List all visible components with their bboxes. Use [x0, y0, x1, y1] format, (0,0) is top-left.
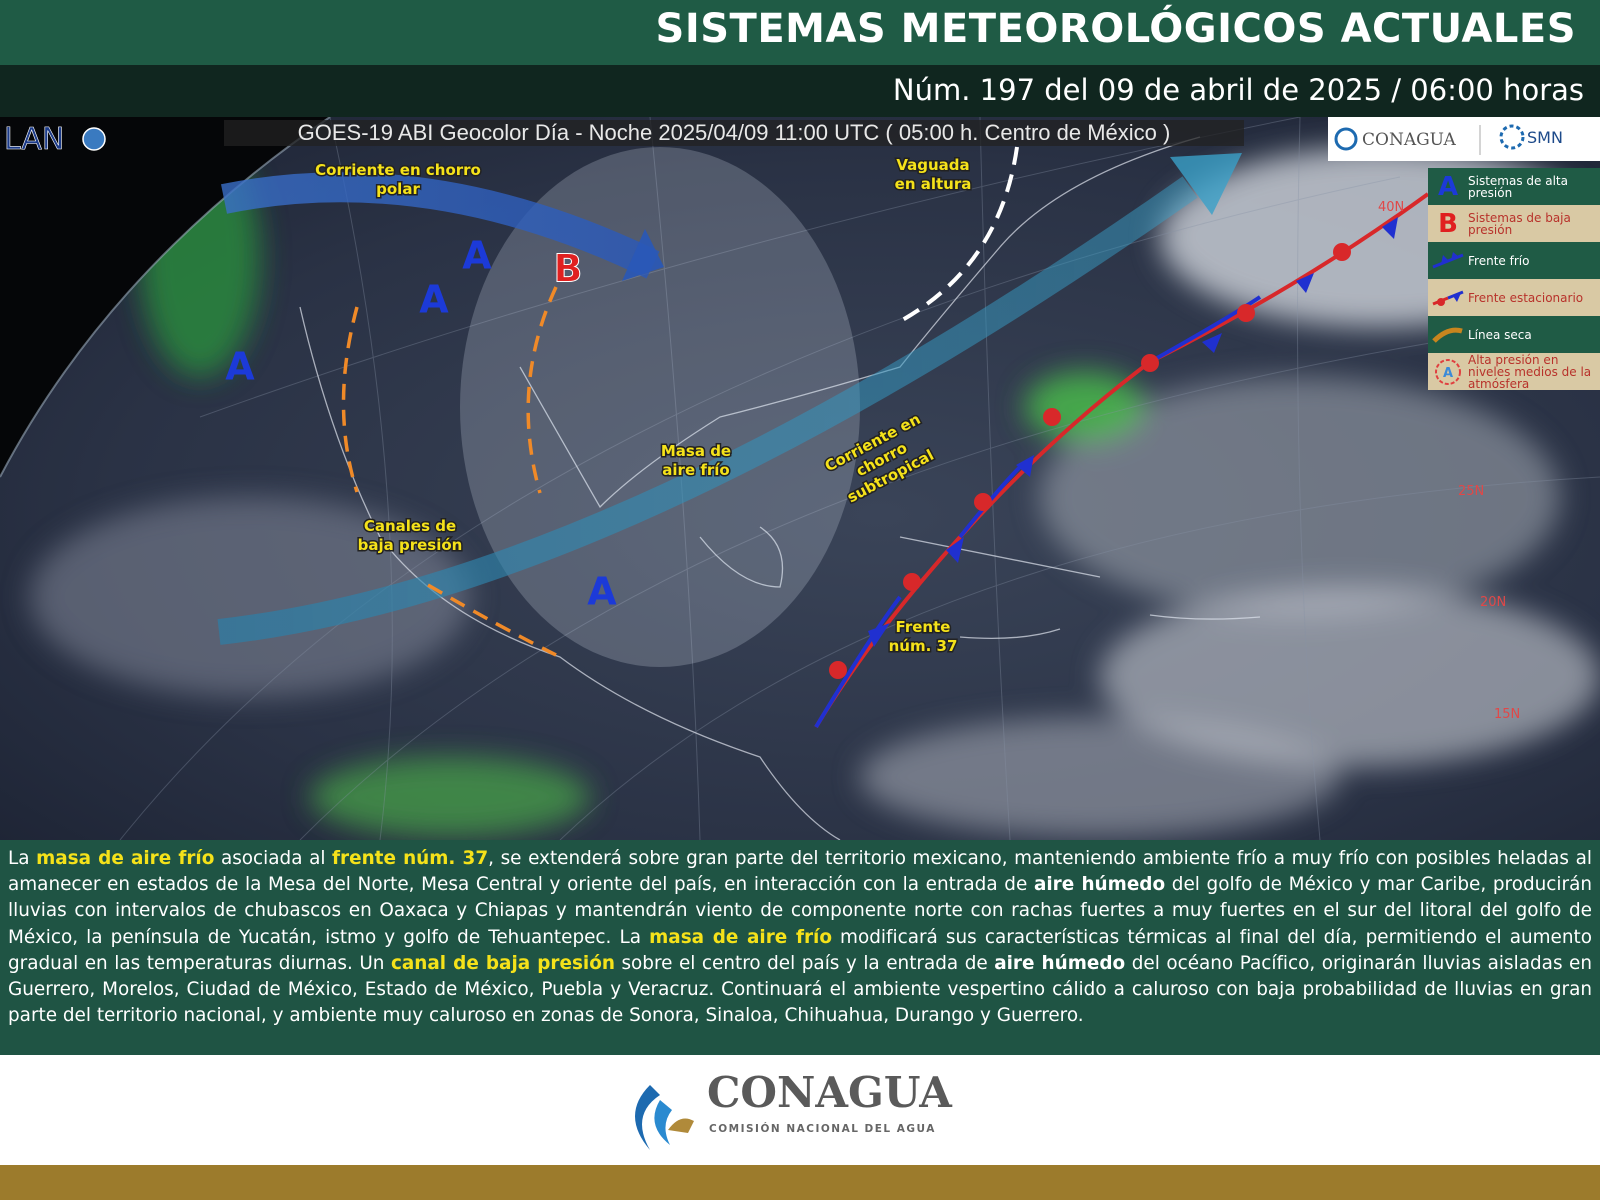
latitude-label: 15N	[1494, 707, 1520, 722]
footer-logo-icon	[654, 1100, 672, 1145]
forecast-segment: del golfo de México y mar Caribe, produc…	[8, 874, 1593, 948]
legend: A Sistemas de alta presión B Sistemas de b…	[1428, 168, 1600, 390]
forecast-segment: aire húmedo	[1033, 874, 1166, 896]
map-label: Masa de aire frío	[661, 442, 731, 479]
legend-label: Alta presión en niveles medios de la atm…	[1468, 352, 1592, 391]
legend-label: Sistemas de baja presión	[1468, 210, 1571, 237]
high-pressure: A	[419, 278, 449, 322]
legend-symbol: B	[1438, 208, 1458, 239]
globe-icon	[82, 127, 106, 151]
polar-jet-head	[622, 229, 664, 281]
source-logo: LAN	[4, 122, 64, 157]
conagua-icon	[1334, 127, 1358, 151]
dry-line-symbol	[1432, 327, 1463, 343]
cold-front-symbol	[1432, 251, 1464, 268]
forecast-segment: La	[8, 848, 37, 869]
forecast-segment: sobre el centro del país y la entrada de	[614, 952, 995, 974]
forecast-segment: canal de baja presión	[390, 952, 615, 974]
map-label: Corriente en chorro polar	[315, 161, 481, 198]
space	[0, 117, 330, 477]
high-pressure: A	[587, 570, 617, 614]
high-pressure: A	[225, 345, 255, 389]
caption-bar	[224, 120, 1244, 146]
latitude-label: 25N	[1458, 484, 1484, 499]
stationary-front-symbol	[1432, 290, 1464, 306]
map-label: Canales de baja presión	[358, 517, 463, 554]
earth-limb	[0, 117, 331, 478]
top-logo: CONAGUA	[1362, 130, 1456, 150]
map-label: Vaguada en altura	[895, 156, 972, 193]
satellite-map: Corriente en chorro polar Vaguada en altur…	[0, 117, 1600, 840]
legend-item: Línea seca	[1428, 316, 1600, 353]
forecast-segment: del océano Pacífico, originarán lluvias …	[8, 952, 1593, 1027]
footer-logo: CONAGUA	[707, 1068, 953, 1117]
legend-item: B Sistemas de baja presión	[1428, 205, 1600, 242]
logo-box	[1328, 117, 1600, 161]
top-logo: SMN	[1527, 128, 1563, 147]
latitude-label: 40N	[1378, 200, 1404, 215]
legend-item: A Alta presión en niveles medios de la at…	[1428, 353, 1600, 390]
legend-label: Línea seca	[1468, 327, 1532, 342]
subheader-bar: Núm. 197 del 09 de abril de 2025 / 06:00…	[0, 65, 1600, 117]
forecast-segment: , se extenderá sobre gran parte del terr…	[8, 848, 1592, 896]
legend-item: Frente frío	[1428, 242, 1600, 279]
forecast-segment: asociada al	[214, 848, 333, 869]
legend-label: Frente frío	[1468, 253, 1530, 268]
forecast-segment: masa de aire frío	[649, 926, 832, 948]
footer-logo-icon	[668, 1118, 694, 1133]
smn-icon	[1499, 124, 1525, 150]
forecast-text: La masa de aire frío asociada al frente …	[8, 846, 1592, 1029]
title: SISTEMAS METEOROLÓGICOS ACTUALES	[655, 6, 1576, 52]
header-bar: SISTEMAS METEOROLÓGICOS ACTUALES	[0, 0, 1600, 65]
forecast-segment: aire húmedo	[994, 952, 1126, 974]
coastlines	[299, 136, 1261, 840]
front-37	[814, 192, 1430, 729]
legend-label: Sistemas de alta presión	[1468, 173, 1568, 200]
map-label: Frente núm. 37	[889, 618, 958, 655]
high-pressure: A	[462, 234, 492, 278]
upper-trough	[896, 146, 1019, 325]
low-pressure: B	[554, 247, 583, 291]
footer: CONAGUA COMISIÓN NACIONAL DEL AGUA	[635, 1068, 953, 1150]
legend-label: Frente estacionario	[1468, 290, 1584, 305]
subtropical-jet-arrow	[217, 176, 1198, 645]
forecast-segment: frente núm. 37	[332, 848, 489, 869]
subtropical-jet-head	[1170, 153, 1242, 215]
legend-item: A Sistemas de alta presión	[1428, 168, 1600, 205]
latitude-label: 20N	[1480, 595, 1506, 610]
polar-jet-arrow	[221, 172, 660, 279]
svg-text:A: A	[1443, 366, 1453, 381]
low-pressure-troughs	[341, 286, 558, 657]
satellite-caption: GOES-19 ABI Geocolor Día - Noche 2025/04…	[298, 120, 1171, 145]
legend-symbol: A	[1437, 171, 1459, 202]
legend-item: Frente estacionario	[1428, 279, 1600, 316]
forecast-segment: masa de aire frío	[36, 848, 215, 869]
forecast-segment: modificará sus características térmicas …	[8, 926, 1592, 974]
forecast-panel: La masa de aire frío asociada al frente …	[0, 840, 1600, 1055]
subtitle: Núm. 197 del 09 de abril de 2025 / 06:00…	[892, 73, 1584, 107]
mid-level-high-symbol: A	[1435, 358, 1461, 385]
footer-logo-subtitle: COMISIÓN NACIONAL DEL AGUA	[709, 1122, 936, 1135]
footer-band	[0, 1165, 1600, 1200]
footer-logo-icon	[635, 1085, 660, 1150]
